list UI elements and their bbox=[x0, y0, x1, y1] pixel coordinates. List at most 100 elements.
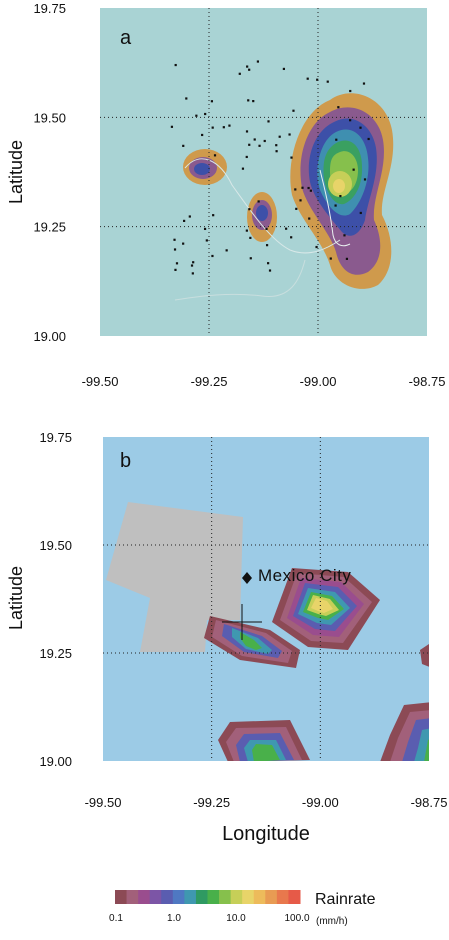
station-dot bbox=[326, 80, 329, 83]
colorbar-swatch bbox=[184, 890, 197, 904]
station-dot bbox=[329, 257, 332, 260]
station-dot bbox=[245, 130, 249, 133]
station-dot bbox=[238, 72, 241, 75]
station-dot bbox=[222, 126, 225, 129]
colorbar-swatch bbox=[161, 890, 174, 904]
colorbar-swatch bbox=[115, 890, 128, 904]
station-dot bbox=[245, 155, 248, 159]
station-dot bbox=[268, 269, 272, 272]
station-dot bbox=[299, 199, 302, 202]
station-dot bbox=[183, 219, 186, 222]
station-dot bbox=[339, 195, 342, 198]
station-dot bbox=[335, 138, 338, 141]
station-dot bbox=[278, 135, 281, 138]
station-dot bbox=[211, 126, 214, 129]
station-dot bbox=[288, 133, 291, 136]
station-dot bbox=[301, 186, 304, 189]
station-dot bbox=[267, 262, 270, 265]
panel-b-rain-cell-south bbox=[218, 720, 310, 761]
colorbar-swatch bbox=[207, 890, 220, 904]
station-dot bbox=[265, 244, 269, 247]
colorbar-swatch bbox=[172, 890, 185, 904]
panel-b-y-tick-label: 19.50 bbox=[39, 538, 72, 553]
panel-b-x-tick-label: -98.75 bbox=[411, 795, 448, 810]
station-dot bbox=[265, 227, 268, 231]
station-dot bbox=[263, 139, 266, 143]
panel-a-x-tick-label: -99.25 bbox=[191, 374, 228, 389]
station-dot bbox=[345, 257, 349, 260]
colorbar-tick-label: 0.1 bbox=[109, 913, 123, 924]
colorbar-swatch bbox=[230, 890, 243, 904]
panel-b-label: b bbox=[120, 450, 131, 472]
station-dot bbox=[174, 268, 177, 271]
station-dot bbox=[367, 137, 370, 141]
station-dot bbox=[182, 242, 185, 245]
panel-b: Mexico City b Latitude Longitude -99.50-… bbox=[6, 430, 447, 845]
station-dot bbox=[170, 125, 174, 128]
station-dot bbox=[359, 126, 362, 129]
colorbar-swatch bbox=[265, 890, 278, 904]
station-dot bbox=[245, 229, 248, 232]
panel-a-x-tick-label: -98.75 bbox=[409, 374, 446, 389]
station-dot bbox=[363, 178, 367, 181]
panel-a-rain-cell-west bbox=[183, 149, 227, 185]
panel-b-rain-cell-city bbox=[272, 568, 380, 650]
station-dot bbox=[174, 63, 177, 67]
colorbar-title: Rainrate bbox=[315, 891, 376, 908]
station-dot bbox=[292, 109, 295, 112]
colorbar-swatch bbox=[149, 890, 162, 904]
station-dot bbox=[257, 200, 260, 203]
panel-a-y-axis-label: Latitude bbox=[6, 140, 26, 204]
station-dot bbox=[192, 261, 195, 264]
station-dot bbox=[275, 144, 278, 147]
station-dot bbox=[205, 239, 208, 242]
colorbar-swatch bbox=[276, 890, 289, 904]
colorbar-swatch bbox=[253, 890, 266, 904]
panel-a-rain-cell-center bbox=[247, 192, 277, 242]
panel-b-y-tick-label: 19.00 bbox=[39, 754, 72, 769]
station-dot bbox=[343, 234, 346, 237]
station-dot bbox=[334, 204, 337, 207]
colorbar-tick-label: 100.0 bbox=[284, 913, 309, 924]
station-dot bbox=[282, 67, 286, 71]
station-dot bbox=[210, 100, 214, 103]
panel-a-label: a bbox=[120, 27, 132, 49]
colorbar-swatch bbox=[138, 890, 151, 904]
station-dot bbox=[258, 144, 261, 147]
station-dot bbox=[173, 248, 177, 251]
station-dot bbox=[252, 99, 255, 103]
colorbar-swatch bbox=[219, 890, 232, 904]
station-dot bbox=[316, 78, 319, 81]
colorbar-swatch bbox=[242, 890, 255, 904]
station-dot bbox=[212, 214, 215, 217]
station-dot bbox=[267, 120, 270, 123]
panel-a-y-tick-label: 19.75 bbox=[33, 1, 66, 16]
station-dot bbox=[362, 82, 366, 85]
panel-a-y-tick-label: 19.25 bbox=[33, 220, 66, 235]
station-dot bbox=[309, 189, 312, 192]
colorbar-swatch bbox=[288, 890, 301, 904]
station-dot bbox=[225, 249, 228, 252]
panel-b-masked-region bbox=[106, 502, 243, 652]
station-dot bbox=[290, 156, 293, 159]
colorbar: Rainrate (mm/h) 0.1 1.0 10.0 100.0 bbox=[109, 890, 376, 927]
station-dot bbox=[290, 236, 293, 239]
panel-b-x-tick-label: -99.25 bbox=[193, 795, 230, 810]
station-dot bbox=[241, 167, 245, 170]
station-dot bbox=[185, 97, 188, 100]
panel-a-ticks: -99.50 -99.25 -99.00 -98.75 19.00 19.25 19.50 1… bbox=[33, 1, 445, 389]
panel-b-rain-cell-small bbox=[204, 616, 300, 668]
panel-a-x-tick-label: -99.00 bbox=[300, 374, 337, 389]
panel-a-boundary-line bbox=[184, 158, 341, 254]
station-dot bbox=[246, 65, 249, 68]
colorbar-tick-label: 1.0 bbox=[167, 913, 181, 924]
station-dot bbox=[203, 227, 207, 231]
colorbar-swatch bbox=[126, 890, 139, 904]
station-dot bbox=[275, 150, 278, 153]
station-dot bbox=[315, 245, 318, 249]
station-dot bbox=[228, 124, 231, 127]
station-dot bbox=[249, 236, 252, 239]
station-dot bbox=[248, 208, 251, 211]
station-dot bbox=[182, 144, 185, 147]
city-marker-icon bbox=[242, 572, 252, 584]
